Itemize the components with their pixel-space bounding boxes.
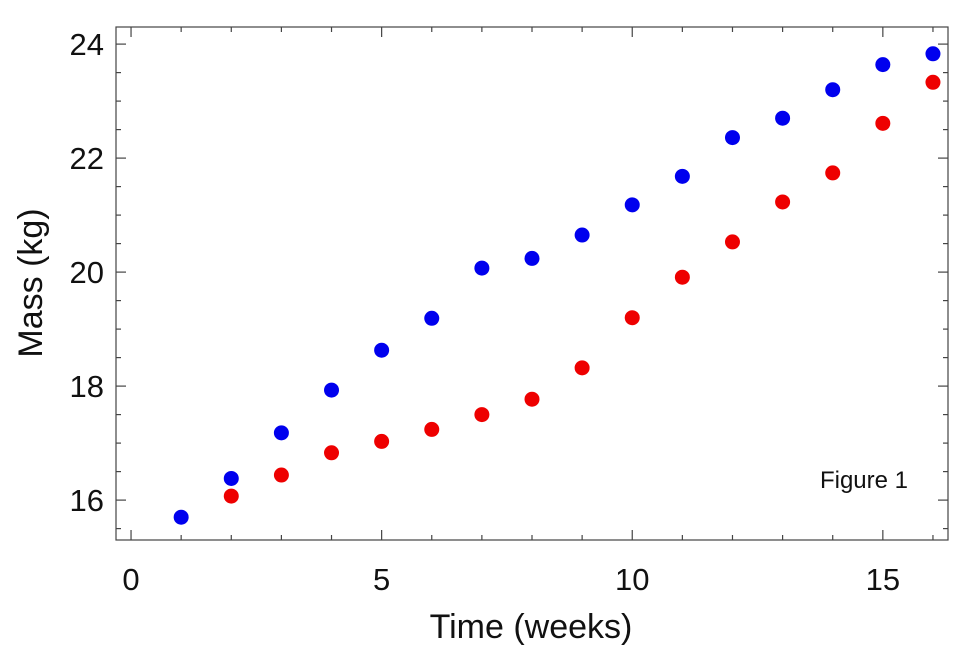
series-2-point [273,467,289,483]
series-1-point [775,110,791,126]
series-1-point [674,168,690,184]
series-1-point [424,310,440,326]
x-tick-label: 5 [373,562,390,597]
series-2-point [624,310,640,326]
x-tick-label: 10 [615,562,649,597]
plot-frame [115,26,949,541]
series-1-point [574,227,590,243]
x-tick-label: 15 [866,562,900,597]
series-2-point [474,407,490,423]
data-points [173,46,941,525]
y-tick-label: 24 [70,27,104,62]
series-2-point [424,421,440,437]
y-tick-label: 16 [70,483,104,518]
figure-annotation: Figure 1 [820,467,908,494]
x-axis-label: Time (weeks) [430,608,633,646]
y-axis-label: Mass (kg) [12,208,50,357]
y-tick-label: 22 [70,141,104,176]
y-tick-label: 18 [70,369,104,404]
series-1-point [223,470,239,486]
series-2-point [925,74,941,90]
series-2-point [724,234,740,250]
series-1-point [724,130,740,146]
series-2-point [775,194,791,210]
series-1-point [875,57,891,73]
series-1-point [825,82,841,98]
series-2-point [574,360,590,376]
series-1-point [273,425,289,441]
x-tick-label: 0 [122,562,139,597]
series-2-point [875,115,891,131]
series-1-point [324,382,340,398]
tick-labels: 0 5 10 15 16 18 20 22 24 [70,27,901,597]
y-tick-label: 20 [70,255,104,290]
series-2-point [223,488,239,504]
series-1-point [374,342,390,358]
series-1-point [474,260,490,276]
series-2-point [324,445,340,461]
series-2-point [825,165,841,181]
series-1-point [173,509,189,525]
series-1-point [624,197,640,213]
series-1-point [524,250,540,266]
series-1-point [925,46,941,62]
series-2-point [674,269,690,285]
series-2-point [374,433,390,449]
axis-ticks [116,27,948,540]
series-2-point [524,391,540,407]
